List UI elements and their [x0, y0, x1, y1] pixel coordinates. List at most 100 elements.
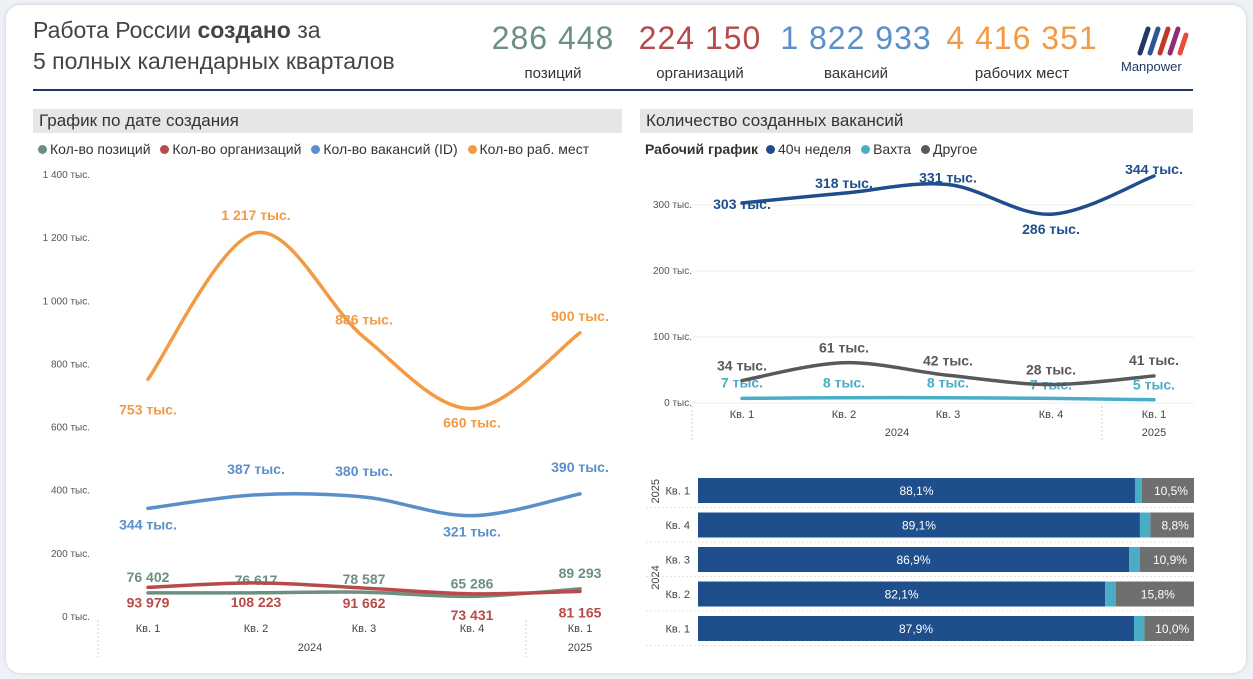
legend-title: Рабочий график [645, 141, 759, 157]
data-label: 380 тыс. [335, 463, 393, 479]
page-title: Работа России создано за 5 полных календ… [33, 15, 395, 77]
bar-segment [1139, 512, 1151, 538]
bar-segment [1139, 547, 1194, 572]
series-line [146, 230, 582, 411]
kpi-value: 286 448 [491, 20, 615, 56]
bar-segment [1144, 616, 1194, 641]
y-tick-label: 200 тыс. [51, 549, 90, 560]
legend-item-positions[interactable]: Кол-во позиций [38, 141, 151, 157]
data-label: 73 431 [451, 607, 494, 623]
year-label: 2024 [885, 427, 909, 439]
data-label: 34 тыс. [717, 358, 767, 374]
bar-segment [1134, 478, 1142, 503]
series-line [146, 492, 582, 518]
brand-name: Manpower [1121, 59, 1182, 74]
data-label: 390 тыс. [551, 459, 609, 475]
bar-segment [1150, 512, 1194, 538]
x-tick-label: Кв. 2 [244, 623, 268, 635]
bar-year-label: 2024 [650, 565, 662, 589]
y-tick-label: 0 тыс. [664, 398, 692, 409]
bar-segment [1115, 581, 1194, 607]
bar-segment [698, 581, 1106, 607]
left-panel-title: График по дате создания [33, 109, 622, 133]
series-line [740, 395, 1156, 402]
title-part2: за [290, 17, 321, 43]
y-tick-label: 600 тыс. [51, 423, 90, 434]
x-tick-label: Кв. 2 [832, 409, 856, 421]
legend-item-vacancies[interactable]: Кол-во вакансий (ID) [311, 141, 458, 157]
data-label: 8 тыс. [823, 375, 865, 391]
data-label: 344 тыс. [1125, 165, 1183, 177]
bar-value-label: 8,8% [1161, 519, 1189, 533]
bar-value-label: 10,5% [1154, 484, 1188, 498]
y-tick-label: 0 тыс. [62, 612, 90, 623]
title-part1: Работа России [33, 17, 198, 43]
kpi-label: позиций [524, 65, 582, 82]
bar-value-label: 86,9% [896, 553, 930, 567]
legend-item-40h[interactable]: 40ч неделя [765, 141, 852, 157]
kpi-organizations: 224 150 организаций [620, 19, 780, 82]
kpi-vacancies: 1 822 933 вакансий [777, 19, 935, 82]
bar-segment [1133, 616, 1145, 641]
kpi-label: рабочих мест [974, 65, 1070, 82]
bar-segment [698, 512, 1140, 538]
data-label: 303 тыс. [713, 196, 771, 212]
data-label: 108 223 [231, 594, 282, 610]
x-tick-label: Кв. 3 [936, 409, 960, 421]
legend-item-workplaces[interactable]: Кол-во раб. мест [467, 141, 590, 157]
legend-item-organizations[interactable]: Кол-во организаций [160, 141, 301, 157]
kpi-label: вакансий [824, 65, 888, 82]
bar-value-label: 10,0% [1155, 622, 1189, 636]
bar-category-label: Кв. 1 [666, 624, 690, 636]
kpi-value: 4 416 351 [946, 20, 1098, 56]
y-tick-label: 300 тыс. [653, 200, 692, 211]
data-label: 42 тыс. [923, 352, 973, 368]
bar-category-label: Кв. 2 [666, 589, 690, 601]
legend-label: Кол-во позиций [50, 141, 151, 157]
y-tick-label: 400 тыс. [51, 486, 90, 497]
legend-label: 40ч неделя [777, 141, 852, 157]
right-panel-title: Количество созданных вакансий [640, 109, 1193, 133]
dashboard-card: Работа России создано за 5 полных календ… [6, 5, 1246, 673]
data-label: 387 тыс. [227, 461, 285, 477]
manpower-logo-icon [1137, 26, 1189, 56]
header-divider [33, 89, 1193, 91]
legend-label: Вахта [873, 141, 912, 157]
legend-label: Кол-во организаций [172, 141, 302, 157]
data-label: 5 тыс. [1133, 377, 1175, 393]
bar-value-label: 89,1% [902, 519, 936, 533]
data-label: 76 617 [235, 572, 278, 588]
data-label: 8 тыс. [927, 375, 969, 391]
legend-label: Кол-во раб. мест [479, 141, 590, 157]
data-label: 76 402 [127, 569, 170, 585]
bar-segment [1129, 547, 1140, 572]
data-label: 900 тыс. [551, 308, 609, 324]
data-label: 93 979 [127, 594, 170, 610]
kpi-label: организаций [656, 65, 744, 82]
year-label: 2025 [568, 642, 592, 654]
data-label: 318 тыс. [815, 175, 873, 191]
legend-item-other[interactable]: Другое [920, 141, 977, 157]
left-line-chart: 0 тыс. 200 тыс. 400 тыс. 600 тыс. 800 тыс. 1 … [43, 170, 609, 657]
x-tick-label: Кв. 1 [1142, 409, 1166, 421]
year-label: 2024 [298, 642, 322, 654]
data-label: 41 тыс. [1129, 352, 1179, 368]
x-tick-label: Кв. 3 [352, 623, 376, 635]
legend-label: Кол-во вакансий (ID) [323, 141, 458, 157]
kpi-value: 224 150 [638, 20, 762, 56]
legend-item-vakhta[interactable]: Вахта [861, 141, 911, 157]
kpi-value: 1 822 933 [780, 20, 932, 56]
title-line2: 5 полных календарных кварталов [33, 48, 395, 74]
y-tick-label: 200 тыс. [653, 266, 692, 277]
series-line [740, 360, 1156, 387]
data-label: 65 286 [451, 575, 494, 591]
bar-value-label: 15,8% [1141, 588, 1175, 602]
bar-segment [1141, 478, 1194, 503]
y-tick-label: 800 тыс. [51, 359, 90, 370]
bar-year-label: 2025 [650, 479, 662, 503]
data-label: 344 тыс. [119, 516, 177, 532]
bar-value-label: 82,1% [885, 588, 919, 602]
data-label: 81 165 [559, 604, 602, 620]
y-tick-label: 1 200 тыс. [43, 233, 90, 244]
data-label: 91 662 [343, 595, 386, 611]
